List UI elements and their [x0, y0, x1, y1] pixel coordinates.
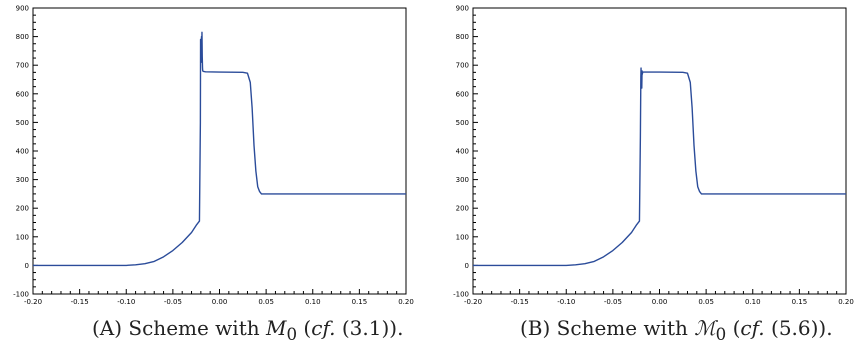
chart-panel-a: -100 0 100 200 300 400 500 600 700 800 900 -0.20 -0.… — [13, 5, 414, 307]
caption-a: (A) Scheme with M0 (cf. (3.1)). — [92, 316, 403, 344]
caption-b-open: ( — [726, 316, 741, 340]
caption-b: (B) Scheme with ℳ0 (cf. (5.6)). — [520, 316, 833, 344]
y-tick-label: 500 — [16, 119, 29, 127]
plot-frame — [32, 7, 407, 295]
caption-b-cf: cf. — [740, 316, 765, 340]
x-tick-label: -0.20 — [464, 298, 482, 306]
y-tick-label: 900 — [16, 5, 29, 13]
caption-b-subscript: 0 — [715, 325, 727, 344]
x-tick-label: 0.10 — [745, 298, 761, 306]
x-tick-label: -0.10 — [117, 298, 135, 306]
x-tick-label: -0.20 — [24, 298, 42, 306]
y-tick-label: 600 — [16, 90, 29, 98]
y-tick-label: 200 — [16, 205, 29, 213]
x-tick-label: 0.10 — [305, 298, 321, 306]
charts-figure: -100 0 100 200 300 400 500 600 700 800 900 -0.20 -0.… — [13, 5, 854, 307]
y-tick-label: -100 — [453, 291, 469, 299]
caption-b-symbol: ℳ — [694, 316, 716, 340]
caption-a-prefix: (A) Scheme with — [92, 316, 266, 340]
caption-a-cf: cf. — [311, 316, 336, 340]
series-line — [473, 67, 846, 267]
y-tick-label: -100 — [13, 291, 29, 299]
caption-b-ref: (5.6)). — [764, 316, 833, 340]
y-tick-label: 900 — [456, 5, 469, 13]
caption-a-symbol: M — [265, 316, 287, 340]
y-tick-label: 200 — [456, 205, 469, 213]
caption-a-open: ( — [297, 316, 312, 340]
x-tick-label: 0.15 — [352, 298, 368, 306]
caption-a-subscript: 0 — [286, 325, 298, 344]
y-tick-label: 400 — [456, 148, 469, 156]
y-tick-label: 300 — [16, 176, 29, 184]
y-tick-label: 800 — [456, 33, 469, 41]
y-tick-label: 800 — [16, 33, 29, 41]
series-line — [33, 31, 406, 267]
y-tick-label: 0 — [25, 262, 29, 270]
y-tick-label: 100 — [456, 233, 469, 241]
y-tick-label: 0 — [465, 262, 469, 270]
x-tick-label: -0.10 — [557, 298, 575, 306]
x-tick-label: -0.15 — [511, 298, 529, 306]
y-tick-label: 700 — [456, 62, 469, 70]
x-tick-label: 0.15 — [792, 298, 808, 306]
y-tick-label: 600 — [456, 90, 469, 98]
caption-a-ref: (3.1)). — [335, 316, 404, 340]
x-tick-label: 0.00 — [652, 298, 668, 306]
x-tick-label: -0.15 — [71, 298, 89, 306]
y-tick-label: 400 — [16, 148, 29, 156]
caption-b-prefix: (B) Scheme with — [520, 316, 695, 340]
x-tick-label: 0.05 — [698, 298, 714, 306]
x-tick-label: -0.05 — [164, 298, 182, 306]
x-tick-label: 0.20 — [838, 298, 854, 306]
y-tick-label: 700 — [16, 62, 29, 70]
x-tick-label: 0.05 — [258, 298, 274, 306]
y-tick-label: 300 — [456, 176, 469, 184]
plot-frame — [472, 7, 847, 295]
y-tick-label: 100 — [16, 233, 29, 241]
x-tick-label: 0.20 — [398, 298, 414, 306]
chart-panel-b: -100 0 100 200 300 400 500 600 700 800 900 -0.20 -0.… — [453, 5, 854, 307]
y-tick-label: 500 — [456, 119, 469, 127]
x-tick-label: -0.05 — [604, 298, 622, 306]
x-tick-label: 0.00 — [212, 298, 228, 306]
